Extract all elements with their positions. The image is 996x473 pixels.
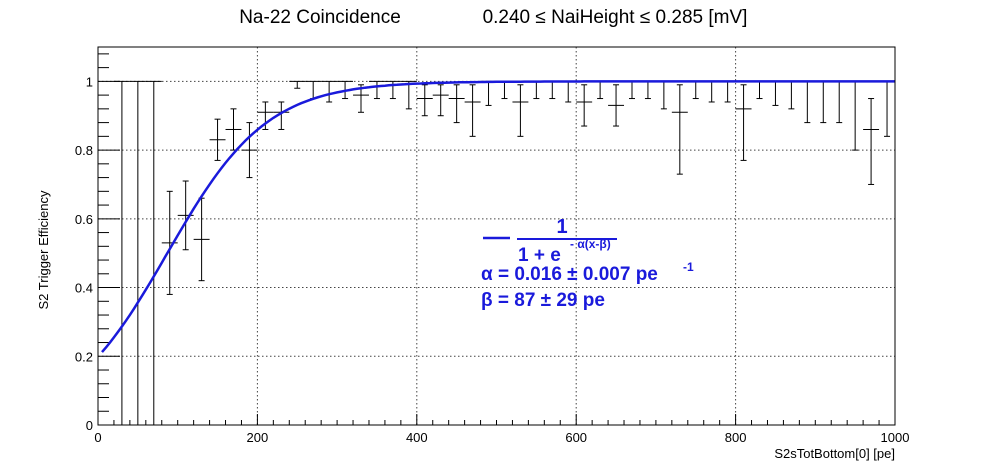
data-point: [544, 80, 561, 100]
data-point: [432, 84, 449, 117]
data-point: [496, 80, 513, 100]
data-point: [815, 80, 832, 124]
y-tick-label: 0.2: [75, 349, 93, 364]
data-point: [416, 84, 433, 117]
data-point: [719, 80, 736, 103]
x-tick-label: 1000: [881, 430, 910, 445]
fit-formula-denominator: 1 + e: [518, 245, 561, 266]
data-point: [528, 80, 545, 100]
data-point: [161, 190, 178, 295]
data-point: [289, 80, 306, 89]
data-point: [257, 101, 274, 130]
y-tick-label: 0.4: [75, 281, 93, 296]
data-point: [368, 80, 385, 100]
x-tick-label: 600: [565, 430, 587, 445]
data-point: [177, 180, 194, 251]
data-point: [512, 84, 529, 137]
data-point: [863, 98, 880, 185]
data-points: [113, 80, 895, 425]
data-point: [687, 80, 704, 100]
y-tick-label: 1: [86, 74, 93, 89]
data-point: [193, 197, 210, 282]
data-point: [655, 80, 672, 110]
data-point: [560, 80, 577, 103]
data-point: [847, 80, 864, 151]
data-point: [799, 80, 816, 124]
data-point: [831, 80, 848, 124]
tick-labels: 0 200 400 600 800 1000 0 0.2 0.4 0.6 0.8 1: [75, 74, 910, 445]
data-point: [703, 80, 720, 103]
y-tick-label: 0.6: [75, 212, 93, 227]
data-point: [735, 84, 752, 161]
data-point: [113, 80, 130, 425]
fit-formula-exponent: - α(x-β): [570, 237, 611, 251]
x-tick-label: 800: [725, 430, 747, 445]
data-point: [480, 80, 497, 106]
data-point: [608, 84, 625, 127]
fit-legend: 1 1 + e - α(x-β) α = 0.016 ± 0.007 pe -1…: [481, 216, 694, 311]
data-point: [129, 80, 146, 425]
data-point: [879, 80, 895, 137]
axis-ticks: [97, 53, 896, 426]
x-tick-label: 400: [406, 430, 428, 445]
fit-formula-numerator: 1: [556, 216, 567, 238]
x-axis-label: S2sTotBottom[0] [pe]: [774, 446, 895, 461]
x-tick-label: 200: [247, 430, 269, 445]
data-point: [624, 80, 640, 100]
data-point: [576, 84, 593, 127]
data-point: [400, 80, 417, 110]
fit-alpha-label: α = 0.016 ± 0.007 pe: [481, 264, 658, 285]
data-point: [671, 84, 688, 175]
data-point: [767, 80, 784, 106]
data-point: [783, 80, 800, 110]
y-tick-label: 0: [86, 418, 93, 433]
data-point: [464, 84, 481, 137]
data-point: [321, 80, 338, 103]
y-tick-label: 0.8: [75, 143, 93, 158]
x-tick-label: 0: [94, 430, 101, 445]
data-point: [751, 80, 768, 100]
chart-title-cut: 0.240 ≤ NaiHeight ≤ 0.285 [mV]: [483, 7, 748, 28]
chart-title: Na-22 Coincidence: [239, 7, 401, 28]
data-point: [209, 118, 226, 161]
plot-frame: [97, 46, 896, 426]
data-point: [592, 80, 609, 100]
y-axis-label: S2 Trigger Efficiency: [36, 190, 51, 309]
fit-alpha-unit-exponent: -1: [683, 260, 694, 274]
fit-curve: [101, 80, 895, 353]
data-point: [241, 122, 258, 179]
data-point: [448, 84, 465, 124]
data-point: [225, 108, 242, 151]
data-point: [145, 80, 162, 425]
fit-beta-label: β = 87 ± 29 pe: [481, 290, 605, 311]
data-point: [639, 80, 656, 100]
